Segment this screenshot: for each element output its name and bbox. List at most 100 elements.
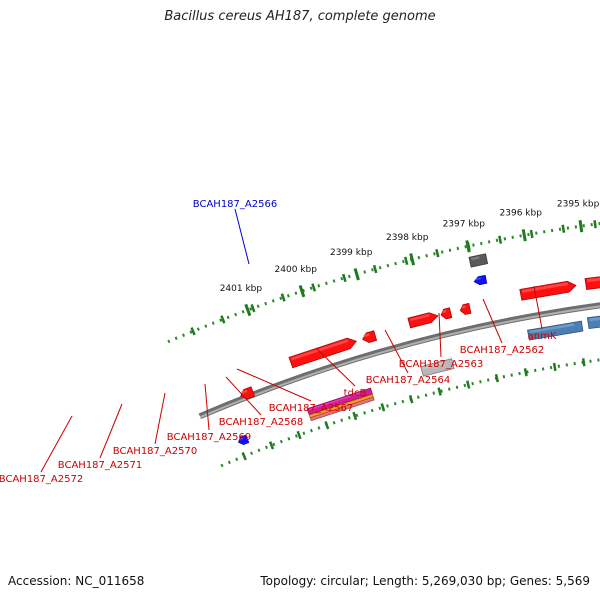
gene-tdcb-highlight [529, 323, 575, 334]
ruler-tick [529, 229, 534, 239]
ruler-tick [561, 224, 566, 233]
gene-a2571-pink-body [309, 396, 375, 422]
ruler-tick [280, 293, 286, 302]
label-leader-lines [40, 208, 543, 473]
ruler-tick [523, 368, 528, 377]
ruler-tick [403, 256, 409, 265]
gene-a2564-lower [586, 315, 600, 330]
ruler-tick [435, 248, 440, 258]
gene-blue-small-body [473, 274, 488, 286]
leader-bcah187_a2563 [438, 312, 442, 358]
gene-tdcb [527, 320, 584, 341]
ruler-major-tick [409, 253, 416, 266]
leader-bcah187_a2572 [40, 415, 73, 473]
leader-bcah187_a2562 [482, 298, 503, 344]
gene-a2569-body [420, 358, 455, 377]
ruler-tick [498, 235, 503, 244]
gene-upper-8-body [407, 312, 439, 329]
leader-bcah187_a2570 [154, 392, 166, 445]
gene-blue-left [237, 434, 250, 446]
ruler-tick-label: 2401 kbp [220, 284, 263, 294]
ruler-tick-label: 2398 kbp [386, 233, 429, 243]
ruler-tick [372, 264, 378, 274]
gene-upper-12-highlight [363, 333, 370, 338]
gene-a2566-body [468, 253, 489, 268]
gene-a2564-lower-highlight [589, 317, 600, 322]
gene-upper-11-body [288, 337, 357, 369]
ruler-tick [220, 315, 226, 324]
gene-a2564-upper-highlight [587, 277, 600, 283]
gene-upper-9-body [440, 307, 453, 320]
ruler-tick-label: 2396 kbp [500, 209, 543, 219]
gene-upper-8 [407, 312, 439, 329]
gene-label-bcah187_a2571: BCAH187_A2571 [58, 460, 142, 471]
ruler-tick-label: 2397 kbp [443, 220, 486, 230]
ruler-inner-dots [220, 358, 600, 468]
gene-upper-10 [459, 302, 472, 315]
gene-a2569-highlight [422, 361, 445, 370]
genome-backbone [198, 302, 600, 420]
gene-label-tdcb: tdcB [344, 388, 367, 399]
gene-upper-8-highlight [410, 313, 430, 322]
ruler-tick [341, 273, 347, 283]
ruler-tick [408, 394, 414, 404]
gene-label-bcah187_a2572: BCAH187_A2572 [0, 474, 83, 485]
ruler-major-tick [578, 220, 584, 233]
ruler-outer-track [167, 220, 600, 344]
ruler-tick [552, 362, 557, 372]
gene-label-anmk: anmK [528, 331, 557, 342]
ruler-major-tick [521, 229, 527, 242]
gene-a2569 [420, 358, 455, 377]
gene-a2571-magenta-highlight [309, 391, 364, 411]
gene-blue-small [473, 274, 488, 286]
ruler-tick [437, 387, 442, 396]
ruler-tick [311, 283, 317, 292]
leader-bcah187_a2566 [234, 208, 250, 265]
ruler-major-tick [465, 240, 471, 253]
leader-bcah187_a2567 [236, 368, 312, 402]
gene-upper-7-highlight [521, 282, 568, 293]
gene-label-bcah187_a2568: BCAH187_A2568 [219, 417, 303, 428]
leader-bcah187_a2564 [384, 329, 409, 374]
leader-bcah187_a2568 [225, 376, 262, 416]
gene-upper-13 [240, 386, 256, 400]
gene-blue-left-body [237, 434, 250, 446]
gene-upper-7 [519, 280, 577, 301]
gene-label-bcah187_a2569: BCAH187_A2569 [167, 432, 251, 443]
gene-a2571-magenta [306, 387, 373, 415]
genome-summary-text: Topology: circular; Length: 5,269,030 bp… [260, 574, 590, 588]
gene-upper-11 [288, 337, 357, 369]
ruler-tick-label: 2400 kbp [275, 265, 318, 275]
ruler-tick-label: 2395 kbp [557, 199, 600, 209]
gene-upper-13-highlight [241, 389, 248, 395]
map-title: Bacillus cereus AH187, complete genome [164, 9, 436, 24]
gene-label-bcah187_a2562: BCAH187_A2562 [460, 345, 544, 356]
gene-a2566 [468, 253, 489, 268]
gene-a2571-orange-highlight [311, 397, 366, 416]
ruler-major-tick [244, 303, 252, 317]
gene-blue-small-highlight [475, 277, 481, 281]
gene-upper-9 [440, 307, 453, 320]
gene-upper-11-highlight [291, 339, 349, 361]
gene-upper-10-body [459, 302, 472, 315]
ruler-tick-label: 2399 kbp [330, 248, 373, 258]
leader-bcah187_a2571 [99, 403, 123, 459]
ruler-tick [380, 403, 386, 412]
ruler-inner-track [220, 358, 600, 468]
gene-label-bcah187_a2563: BCAH187_A2563 [399, 359, 483, 370]
gene-features [237, 253, 600, 446]
gene-label-bcah187_a2564: BCAH187_A2564 [366, 375, 450, 386]
backbone-highlight [199, 305, 600, 419]
leader-anmk [533, 285, 543, 330]
gene-a2566-highlight [471, 256, 480, 261]
ruler-outer-dots [167, 222, 600, 344]
ruler-tick [494, 373, 499, 383]
ruler-major-tick [353, 268, 360, 281]
gene-label-bcah187_a2566: BCAH187_A2566 [193, 199, 277, 210]
gene-label-bcah187_a2570: BCAH187_A2570 [113, 446, 197, 457]
ruler-tick [268, 441, 275, 450]
gene-a2571-pink [309, 396, 375, 422]
ruler-tick [296, 430, 302, 440]
accession-text: Accession: NC_011658 [8, 574, 145, 588]
